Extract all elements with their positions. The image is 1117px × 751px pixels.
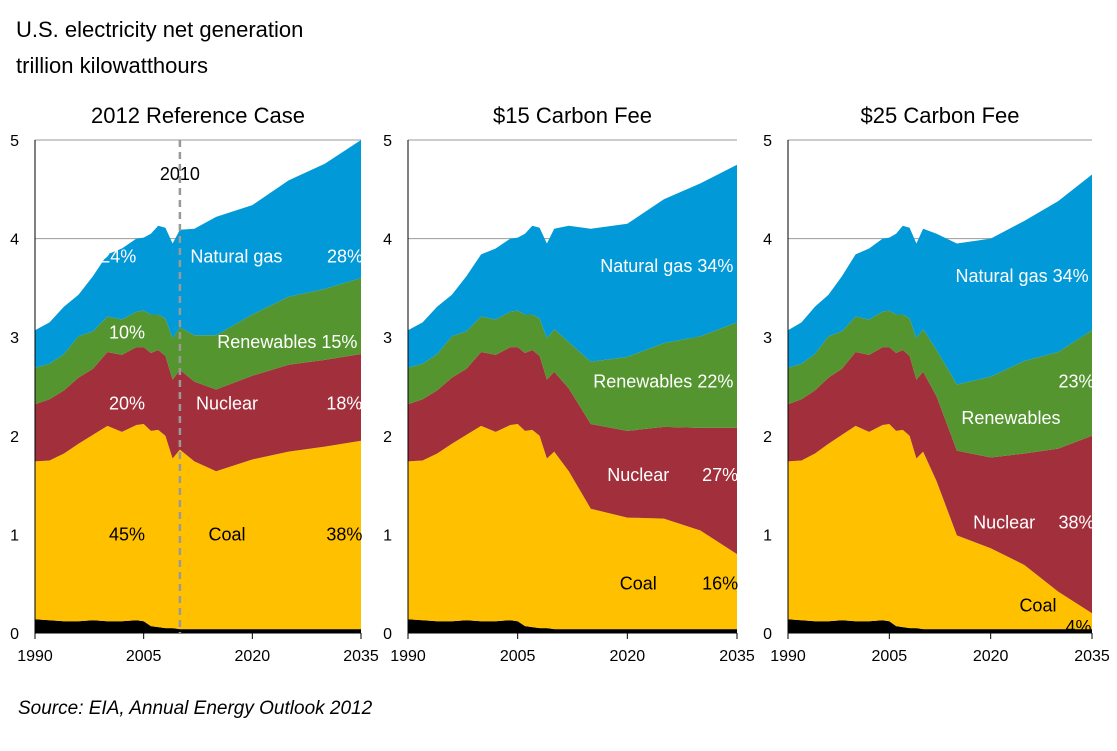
renewables-area bbox=[408, 310, 737, 431]
chart-panel-2: 0 1 2 3 4 5 1990 2005 2020 2035 $15 Carbon Fee Natu… bbox=[383, 103, 755, 665]
series-label: Renewables 15% bbox=[217, 332, 357, 352]
nuclear-area bbox=[408, 347, 737, 555]
series-label: Nuclear bbox=[607, 465, 669, 485]
series-label: 45% bbox=[109, 524, 145, 544]
series-label: 10% bbox=[109, 322, 145, 342]
x-tick-label: 2005 bbox=[872, 648, 908, 665]
natural-gas-area bbox=[408, 164, 737, 368]
coal-area bbox=[408, 424, 737, 630]
y-tick-label: 0 bbox=[10, 626, 19, 643]
y-tick-label: 2 bbox=[383, 429, 392, 446]
x-tick-label: 1990 bbox=[17, 648, 53, 665]
other-area bbox=[35, 619, 361, 633]
nuclear-area bbox=[788, 347, 1092, 614]
series-label: 27% bbox=[702, 465, 738, 485]
y-tick-label: 4 bbox=[763, 232, 772, 249]
series-label: 16% bbox=[702, 574, 738, 594]
nuclear-area bbox=[35, 347, 361, 472]
y-tick-label: 2 bbox=[763, 429, 772, 446]
y-tick-label: 1 bbox=[10, 527, 19, 544]
y-tick-label: 3 bbox=[383, 330, 392, 347]
panel-title: $25 Carbon Fee bbox=[861, 103, 1020, 128]
series-label: 18% bbox=[326, 393, 362, 413]
page-title: U.S. electricity net generation bbox=[16, 17, 304, 42]
page-subtitle: trillion kilowatthours bbox=[16, 53, 208, 78]
y-tick-label: 5 bbox=[763, 133, 772, 150]
y-tick-label: 0 bbox=[763, 626, 772, 643]
x-tick-label: 2005 bbox=[126, 648, 162, 665]
y-tick-label: 3 bbox=[10, 330, 19, 347]
y-tick-label: 3 bbox=[763, 330, 772, 347]
y-tick-label: 1 bbox=[763, 527, 772, 544]
renewables-area bbox=[788, 310, 1092, 458]
series-label: Renewables bbox=[961, 408, 1060, 428]
x-tick-label: 1990 bbox=[390, 648, 426, 665]
natural-gas-area bbox=[35, 140, 361, 368]
x-tick-label: 2035 bbox=[343, 648, 379, 665]
x-tick-label: 2035 bbox=[719, 648, 755, 665]
x-tick-label: 2020 bbox=[610, 648, 646, 665]
y-tick-label: 4 bbox=[383, 232, 392, 249]
y-tick-label: 1 bbox=[383, 527, 392, 544]
source-note: Source: EIA, Annual Energy Outlook 2012 bbox=[18, 698, 373, 719]
x-tick-label: 2020 bbox=[973, 648, 1009, 665]
series-label: Coal bbox=[1019, 595, 1056, 615]
series-label: Natural gas 34% bbox=[600, 256, 733, 276]
x-tick-label: 1990 bbox=[770, 648, 806, 665]
series-label: Coal bbox=[620, 574, 657, 594]
series-label: Nuclear bbox=[196, 393, 258, 413]
other-area bbox=[408, 619, 737, 633]
series-label: 4% bbox=[1065, 617, 1091, 637]
x-tick-label: 2035 bbox=[1074, 648, 1110, 665]
panel-title: 2012 Reference Case bbox=[91, 103, 305, 128]
x-tick-label: 2020 bbox=[235, 648, 271, 665]
series-label: 38% bbox=[326, 524, 362, 544]
other-area bbox=[788, 619, 1092, 633]
series-label: Renewables 22% bbox=[593, 372, 733, 392]
series-label: 38% bbox=[1058, 513, 1094, 533]
coal-area bbox=[35, 424, 361, 630]
natural-gas-area bbox=[788, 174, 1092, 385]
x-tick-label: 2005 bbox=[500, 648, 536, 665]
y-tick-label: 5 bbox=[10, 133, 19, 150]
y-tick-label: 4 bbox=[10, 232, 19, 249]
renewables-area bbox=[35, 278, 361, 405]
series-label: Natural gas 34% bbox=[956, 266, 1089, 286]
y-tick-label: 5 bbox=[383, 133, 392, 150]
chart-panel-3: 0 1 2 3 4 5 1990 2005 2020 2035 $25 Carbon Fee Natu… bbox=[763, 103, 1110, 665]
series-label: 20% bbox=[109, 393, 145, 413]
series-label: 23% bbox=[1058, 372, 1094, 392]
series-label: Natural gas bbox=[190, 246, 282, 266]
year-marker-label: 2010 bbox=[160, 164, 200, 184]
series-label: Coal bbox=[208, 524, 245, 544]
series-label: Nuclear bbox=[973, 513, 1035, 533]
series-label: 24% bbox=[100, 246, 136, 266]
y-tick-label: 2 bbox=[10, 429, 19, 446]
coal-area bbox=[788, 424, 1092, 630]
chart-panel-1: 0 1 2 3 4 5 1990 2005 2020 2035 2012 Reference Cas… bbox=[10, 103, 379, 665]
panel-title: $15 Carbon Fee bbox=[493, 103, 652, 128]
y-tick-label: 0 bbox=[383, 626, 392, 643]
series-label: 28% bbox=[327, 246, 363, 266]
